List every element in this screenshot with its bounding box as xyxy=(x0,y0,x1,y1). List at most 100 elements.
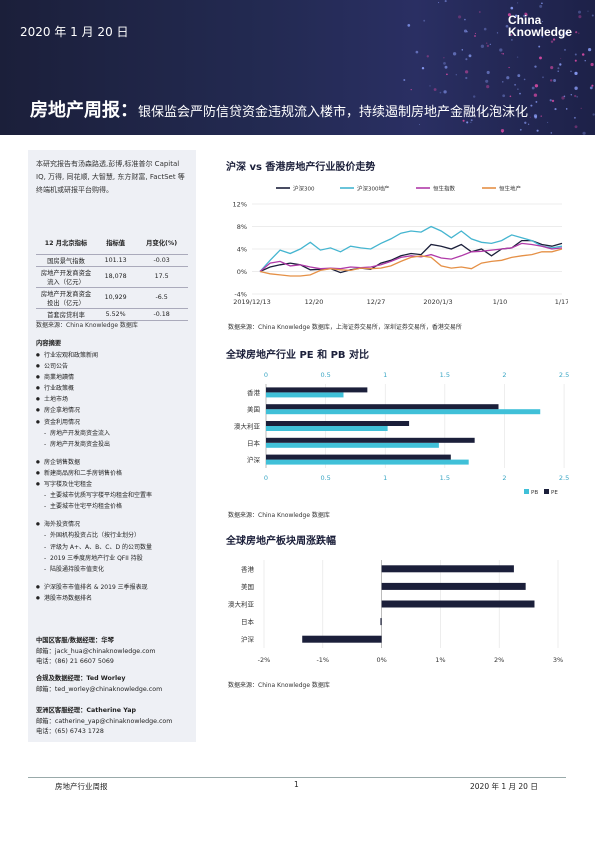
legend-label: 沪深300 xyxy=(293,185,315,193)
decor-dot xyxy=(444,0,447,3)
decor-dot xyxy=(582,131,586,135)
header-banner: 2020 年 1 月 20 日 China Knowledge 房地产周报：银保… xyxy=(0,0,595,135)
decor-dot xyxy=(474,35,476,37)
footer-report-name: 房地产行业周报 xyxy=(55,782,108,791)
section-title-weekly-change: 全球房地产板块周涨跌幅 xyxy=(226,536,336,547)
report-date: 2020 年 1 月 20 日 xyxy=(20,25,129,39)
kpi-change: -0.18 xyxy=(135,308,188,321)
table-of-contents: 行业宏观和政策新闻公司公告商業地讀情行业政策概土地市场房企拿地情况资金利用情况房… xyxy=(36,350,188,604)
decor-dot xyxy=(574,59,577,62)
toc-item: 评级为 A+、A、B、C、D 的公司数量 xyxy=(36,542,188,553)
decor-dot xyxy=(563,48,567,51)
chart-source-1: 数据来源：China Knowledge 数据库，上海证券交易所，深圳证券交易所… xyxy=(228,324,462,331)
decor-dot xyxy=(534,84,539,88)
kpi-label: 房地产开发商资金流入（亿元） xyxy=(36,266,96,288)
decor-dot xyxy=(478,11,481,13)
decor-dot xyxy=(481,109,484,111)
decor-dot xyxy=(514,83,517,86)
bar-pe xyxy=(266,387,368,393)
decor-dot xyxy=(536,129,539,132)
kpi-change: 17.5 xyxy=(135,266,188,288)
decor-dot xyxy=(517,88,519,90)
decor-dot xyxy=(541,20,543,23)
decor-dot xyxy=(463,29,468,33)
decor-dot xyxy=(559,63,562,66)
decor-dot xyxy=(502,94,506,98)
y-tick-label: 0% xyxy=(237,268,247,276)
decor-dot xyxy=(515,14,518,17)
bar-pb xyxy=(266,442,439,448)
x-tick-label-bottom: 2.5 xyxy=(559,474,569,482)
decor-dot xyxy=(574,71,578,76)
bar-pb xyxy=(266,392,344,398)
decor-dot xyxy=(465,76,468,80)
kpi-label: 房地产开发商资金投出（亿元） xyxy=(36,287,96,309)
category-label: 日本 xyxy=(247,438,261,447)
decor-dot xyxy=(499,48,503,52)
decor-dot xyxy=(470,121,472,123)
kpi-header: 12 月北京指标 xyxy=(36,232,96,255)
kpi-label: 国房景气指数 xyxy=(36,254,96,267)
report-title-sub: 银保监会严防信贷资金违规流入楼市，持续遏制房地产金融化泡沫化 xyxy=(138,105,529,120)
decor-dot xyxy=(560,57,562,59)
toc-title: 内容摘要 xyxy=(36,340,62,347)
section-title-price-trend: 沪深 vs 香港房地产行业股价走势 xyxy=(226,162,376,173)
bar-pe xyxy=(266,421,410,426)
decor-dot xyxy=(502,53,504,55)
contact-detail: 邮箱：jack_hua@chinaknowledge.com xyxy=(36,647,156,655)
decor-dot xyxy=(410,88,412,91)
decor-dot xyxy=(591,14,594,17)
kpi-header-row: 12 月北京指标 指标值 月变化(%) xyxy=(36,232,188,255)
toc-item: 商業地讀情 xyxy=(36,372,188,383)
x-tick-label-bottom: 2 xyxy=(502,474,506,482)
legend-label: 沪深300地产 xyxy=(357,185,390,193)
contact-detail: 电话：(65) 6743 1728 xyxy=(36,728,104,735)
china-knowledge-logo: China Knowledge xyxy=(508,13,573,39)
decor-dot xyxy=(570,93,573,96)
decor-dot xyxy=(443,90,447,94)
decor-dot xyxy=(403,78,406,82)
decor-dot xyxy=(574,125,578,129)
bar-pe xyxy=(266,454,451,460)
decor-dot xyxy=(506,76,510,80)
decor-dot xyxy=(516,56,519,58)
line-chart-price-trend: -4% 0% 4% 8% 12% 2019/12/13 12/20 12/27 2020/1/3… xyxy=(233,185,568,307)
decor-dot xyxy=(464,18,466,21)
decor-dot xyxy=(547,121,549,123)
category-label: 美国 xyxy=(241,582,254,591)
decor-dot xyxy=(444,65,448,69)
x-tick-label: 1% xyxy=(435,656,445,664)
series-line xyxy=(259,248,563,277)
decor-dot xyxy=(500,128,505,133)
report-title: 房地产周报：银保监会严防信贷资金违规流入楼市，持续遏制房地产金融化泡沫化 xyxy=(30,96,528,122)
decor-dot xyxy=(531,86,535,90)
bar-weekly-change xyxy=(381,565,514,573)
footer-divider xyxy=(28,777,566,778)
x-tick-label-top: 0.5 xyxy=(320,371,330,379)
decor-dot xyxy=(573,116,576,119)
x-tick-label-top: 0 xyxy=(264,371,268,379)
decor-dot xyxy=(517,2,519,4)
decor-dot xyxy=(468,54,472,58)
toc-item: 港股市场数据排名 xyxy=(36,593,188,604)
decor-dot xyxy=(458,15,462,19)
contact-role: 亚洲区客服经理：Catherine Yap xyxy=(36,707,136,714)
decor-dot xyxy=(560,35,564,39)
legend-swatch xyxy=(524,489,529,494)
decor-dot xyxy=(510,34,513,36)
kpi-change: -6.5 xyxy=(135,287,188,309)
decorative-dots-pattern xyxy=(403,0,595,135)
decor-dot xyxy=(486,44,490,48)
decor-dot xyxy=(527,123,530,125)
decor-dot xyxy=(551,99,555,103)
bar-weekly-change xyxy=(380,618,382,626)
decor-dot xyxy=(533,93,538,97)
x-tick-label-bottom: 0.5 xyxy=(320,474,330,482)
toc-item: 写字楼及住宅租金 xyxy=(36,479,188,490)
decor-dot xyxy=(541,2,543,5)
x-tick-label-top: 1 xyxy=(383,371,387,379)
chart-source-2: 数据来源：China Knowledge 数据库 xyxy=(228,512,330,519)
toc-item: 房地产开发商资金投出 xyxy=(36,439,188,450)
bar-pb xyxy=(266,459,469,465)
